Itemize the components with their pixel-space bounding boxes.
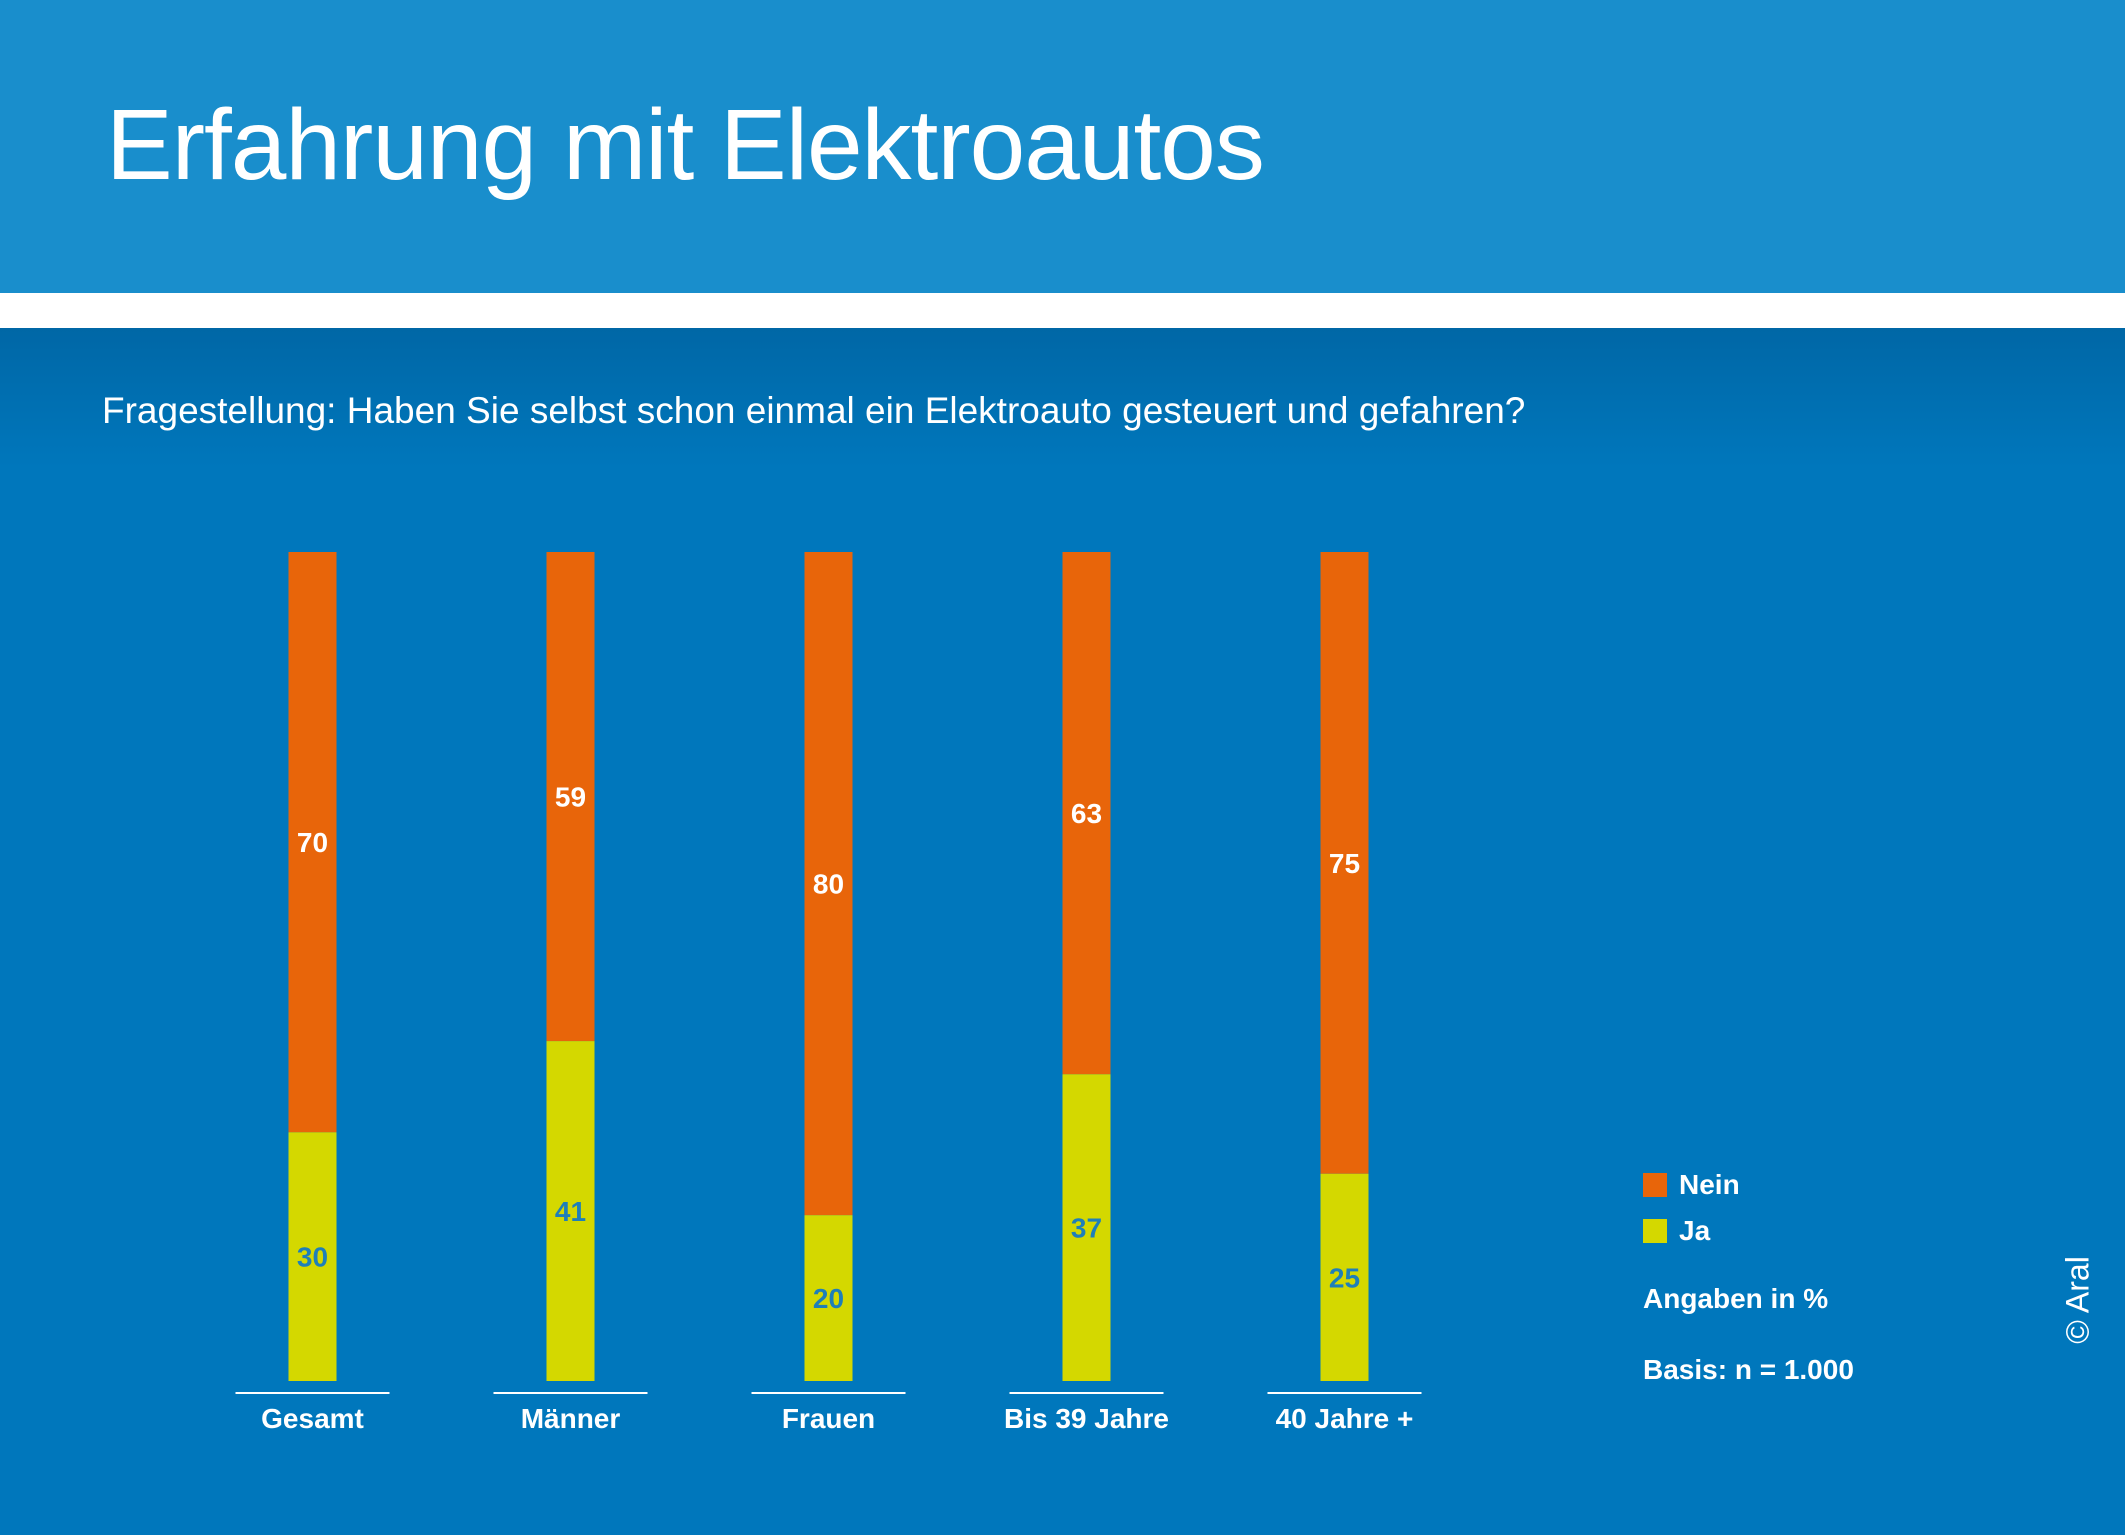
legend-label-nein: Nein (1679, 1169, 1740, 1200)
category-label: Frauen (782, 1403, 875, 1434)
category-label: Männer (521, 1403, 621, 1434)
data-label-nein: 75 (1329, 848, 1360, 879)
basis-note: Basis: n = 1.000 (1643, 1354, 1854, 1385)
data-label-nein: 59 (555, 782, 586, 813)
data-label-ja: 20 (813, 1283, 844, 1314)
bar-segment-nein (546, 552, 595, 1042)
question-text: Fragestellung: Haben Sie selbst schon ei… (102, 390, 1526, 431)
copyright-text: © Aral (2059, 1256, 2096, 1344)
category-label: 40 Jahre + (1276, 1403, 1414, 1434)
legend-item-nein: Nein (1643, 1169, 1740, 1200)
bar-segment-ja (1062, 1074, 1111, 1381)
category-label: Bis 39 Jahre (1004, 1403, 1169, 1434)
header-banner: Erfahrung mit Elektroautos (0, 0, 2125, 293)
bar-segment-ja (288, 1132, 337, 1381)
data-label-nein: 80 (813, 869, 844, 900)
bar-segment-nein (1062, 552, 1111, 1075)
legend-label-ja: Ja (1679, 1215, 1711, 1246)
header-divider (0, 293, 2125, 328)
bar-segment-nein (288, 552, 337, 1133)
legend-item-ja: Ja (1643, 1215, 1711, 1246)
legend-swatch-nein (1643, 1173, 1667, 1197)
unit-note: Angaben in % (1643, 1283, 1829, 1314)
data-label-ja: 25 (1329, 1262, 1360, 1293)
page-title: Erfahrung mit Elektroautos (106, 89, 1265, 201)
bar-segment-ja (804, 1215, 853, 1381)
bar-segment-ja (546, 1041, 595, 1381)
bar-segment-nein (804, 552, 853, 1216)
data-label-nein: 63 (1071, 798, 1102, 829)
data-label-ja: 30 (297, 1242, 328, 1273)
data-label-nein: 70 (297, 827, 328, 858)
data-label-ja: 41 (555, 1196, 586, 1227)
data-label-ja: 37 (1071, 1213, 1102, 1244)
bar-segment-ja (1320, 1173, 1369, 1381)
legend-swatch-ja (1643, 1219, 1667, 1243)
bar-segment-nein (1320, 552, 1369, 1174)
category-label: Gesamt (261, 1403, 364, 1434)
